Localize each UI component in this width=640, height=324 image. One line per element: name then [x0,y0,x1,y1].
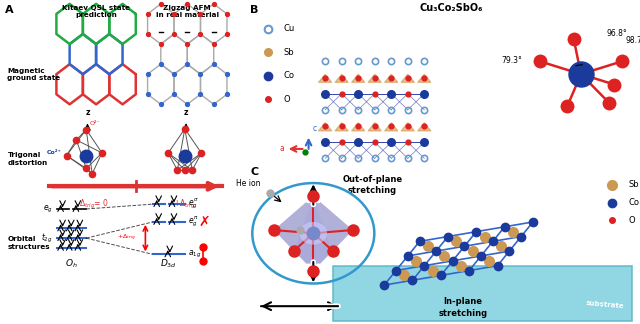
Text: $O_h$: $O_h$ [65,258,78,270]
Text: C: C [250,167,259,177]
Text: $a_{1g}$: $a_{1g}$ [188,249,201,260]
Text: Out-of-plane
stretching: Out-of-plane stretching [342,175,403,195]
Text: He ion: He ion [236,179,260,188]
Polygon shape [294,196,353,271]
Text: $e_g$: $e_g$ [43,203,53,214]
Text: Magnetic
ground state: Magnetic ground state [8,68,61,81]
Polygon shape [319,123,332,131]
Text: 96.8°: 96.8° [606,29,627,38]
Polygon shape [335,123,348,131]
Polygon shape [401,74,414,82]
Text: Co: Co [284,71,295,80]
Polygon shape [333,266,632,321]
Text: $+\Delta_{trig}$: $+\Delta_{trig}$ [173,198,196,211]
Text: Trigonal
distortion: Trigonal distortion [8,152,47,166]
Polygon shape [401,123,414,131]
Text: Sb: Sb [628,180,639,189]
Text: $+\Delta_{trig}$: $+\Delta_{trig}$ [118,233,136,243]
Text: O: O [284,95,291,104]
Polygon shape [368,123,381,131]
Text: B: B [250,5,259,15]
Text: ✗: ✗ [198,215,211,229]
Text: c: c [312,124,317,133]
Text: $\Delta_{trig}$= 0: $\Delta_{trig}$= 0 [79,198,109,211]
Text: z: z [85,108,90,117]
Text: 79.3°: 79.3° [501,56,522,65]
Text: $t_{2g}$: $t_{2g}$ [42,232,53,245]
Polygon shape [385,123,398,131]
Text: 98.7°: 98.7° [626,36,640,45]
Text: Kitaev QSL state
prediction: Kitaev QSL state prediction [62,5,130,18]
Polygon shape [351,123,365,131]
Polygon shape [368,74,381,82]
Text: Co²⁺: Co²⁺ [47,150,61,155]
Text: a: a [280,145,285,154]
Text: A: A [5,5,13,15]
Text: $e_g^\sigma$: $e_g^\sigma$ [188,197,198,211]
Text: Sb: Sb [284,48,294,57]
Polygon shape [351,74,365,82]
Polygon shape [335,74,348,82]
Polygon shape [418,74,431,82]
Polygon shape [314,196,353,251]
Polygon shape [418,123,431,131]
Text: O: O [628,216,635,225]
Text: O²⁻: O²⁻ [90,121,100,126]
Text: Cu: Cu [284,24,295,33]
Text: Co: Co [628,198,639,207]
Text: In-plane
stretching: In-plane stretching [438,297,488,318]
Polygon shape [385,74,398,82]
Text: Cu₃Co₂SbO₆: Cu₃Co₂SbO₆ [419,3,483,13]
Text: $e_g^\pi$: $e_g^\pi$ [188,215,198,229]
Text: substrate: substrate [585,300,624,309]
Text: $D_{3d}$: $D_{3d}$ [160,258,177,270]
Circle shape [300,222,327,245]
Text: Orbital
structures: Orbital structures [8,236,50,250]
Text: Zigzag AFM
in real material: Zigzag AFM in real material [156,5,219,18]
Polygon shape [319,74,332,82]
Polygon shape [274,196,333,271]
Polygon shape [274,196,314,251]
Text: z: z [184,108,188,117]
